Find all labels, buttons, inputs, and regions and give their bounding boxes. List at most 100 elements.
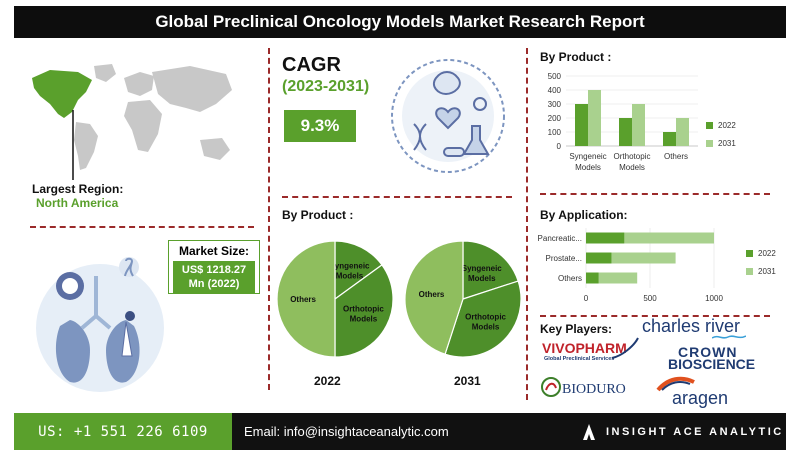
divider-right-horizontal-2 xyxy=(540,315,770,317)
divider-left-horizontal xyxy=(30,226,254,228)
pie-slice-3 xyxy=(404,240,464,355)
footer-brand: INSIGHT ACE ANALYTIC xyxy=(606,425,784,438)
pie-label: Orthotopic xyxy=(343,304,384,313)
cagr-period: (2023-2031) xyxy=(282,78,370,95)
map-australia xyxy=(200,138,230,160)
bar-2022-3 xyxy=(586,272,599,284)
report-title: Global Preclinical Oncology Models Marke… xyxy=(14,6,786,38)
legend-swatch-2031 xyxy=(706,140,713,147)
y-tick-label: Prostate... xyxy=(546,254,582,263)
divider-right xyxy=(526,48,528,400)
bar-2031-1 xyxy=(588,90,601,146)
divider-left xyxy=(268,48,270,390)
footer-brand-block: INSIGHT ACE ANALYTIC xyxy=(556,413,786,450)
footer-phone: US: +1 551 226 6109 xyxy=(14,413,232,450)
legend-swatch-2022 xyxy=(746,250,753,257)
by-product-pie-title: By Product : xyxy=(282,208,354,222)
bar-2031-2 xyxy=(611,252,676,264)
y-tick-label: 400 xyxy=(548,86,562,95)
logo-aragen: aragen xyxy=(672,388,729,408)
y-tick-label: 0 xyxy=(557,142,562,151)
legend-swatch-2031 xyxy=(746,268,753,275)
x-tick-label: Others xyxy=(664,152,688,161)
largest-region-label: Largest Region: xyxy=(32,182,124,196)
pie-label: Models xyxy=(472,323,500,332)
lungs-illustration xyxy=(36,264,164,392)
bar-2031-3 xyxy=(598,272,638,284)
pie-slice-2 xyxy=(444,280,522,358)
pie-slice-3 xyxy=(276,240,336,358)
footer-email: Email: info@insightaceanalytic.com xyxy=(232,413,556,450)
x-tick-label: 0 xyxy=(584,294,589,303)
cagr-value: 9.3% xyxy=(284,110,356,142)
pie-year-2022: 2022 xyxy=(314,374,341,388)
x-tick-label: Syngeneic xyxy=(569,152,606,161)
bioduro-emblem-icon xyxy=(541,377,561,397)
aragen-swoosh-icon xyxy=(656,376,695,392)
pie-label: Models xyxy=(468,274,496,283)
market-size-value: US$ 1218.27 Mn (2022) xyxy=(173,261,255,293)
market-size-label: Market Size: xyxy=(178,244,250,258)
map-south-america xyxy=(74,122,98,170)
divider-right-horizontal-1 xyxy=(540,193,770,195)
logo-vivopharm: VIVOPHARM xyxy=(542,340,627,356)
product-bar-chart: 0 100 200 300 400 500 Syngeneic Models Orthotopi… xyxy=(548,72,737,172)
pie-slice-2 xyxy=(334,264,394,358)
research-illustration xyxy=(391,59,505,173)
x-tick-label: Orthotopic xyxy=(614,152,651,161)
y-tick-label: Others xyxy=(558,274,582,283)
bar-2022-3 xyxy=(663,132,676,146)
logo-vivopharm-sub: Global Preclinical Services xyxy=(544,356,615,362)
bar-2022-1 xyxy=(575,104,588,146)
map-north-america xyxy=(32,70,92,118)
divider-mid-horizontal xyxy=(282,196,512,198)
logo-crown-sub: BIOSCIENCE xyxy=(668,356,756,372)
legend-label-2031: 2031 xyxy=(758,267,776,276)
pie-year-2031: 2031 xyxy=(454,374,481,388)
logo-bioduro: BIODURO xyxy=(562,382,626,397)
ribbon-icon xyxy=(119,257,139,277)
x-tick-label: Models xyxy=(619,163,645,172)
by-application-title: By Application: xyxy=(540,208,628,222)
bar-2022-2 xyxy=(619,118,632,146)
pie-label: Syngeneic xyxy=(329,262,370,271)
vivopharm-swoosh-icon xyxy=(611,337,639,359)
pie-label: Syngeneic xyxy=(462,264,503,273)
y-tick-label: 200 xyxy=(548,114,562,123)
bar-2031-2 xyxy=(632,104,645,146)
bar-2022-1 xyxy=(586,232,625,244)
key-players-title: Key Players: xyxy=(540,322,613,336)
map-africa xyxy=(124,100,162,152)
pie-slice-1 xyxy=(334,240,383,301)
logo-charles-river: charles river xyxy=(642,316,741,336)
pie-label: Models xyxy=(350,314,378,323)
bar-2031-3 xyxy=(676,118,689,146)
market-size-value-line2: Mn (2022) xyxy=(188,278,240,290)
legend-swatch-2022 xyxy=(706,122,713,129)
market-size-value-line1: US$ 1218.27 xyxy=(181,264,247,276)
map-asia xyxy=(152,66,232,112)
logo-crown: CROWN xyxy=(678,344,738,360)
map-greenland xyxy=(94,64,116,82)
market-size-box: Market Size: US$ 1218.27 Mn (2022) xyxy=(168,240,260,294)
x-tick-label: Models xyxy=(575,163,601,172)
by-product-bar-title: By Product : xyxy=(540,50,612,64)
y-tick-label: 500 xyxy=(548,72,562,81)
legend-label-2022: 2022 xyxy=(758,249,776,258)
brand-logo-icon xyxy=(583,423,595,440)
map-europe xyxy=(124,72,154,96)
bar-2031-1 xyxy=(624,232,714,244)
y-tick-label: 100 xyxy=(548,128,562,137)
y-tick-label: Pancreatic... xyxy=(538,234,582,243)
cagr-label: CAGR xyxy=(282,54,341,76)
x-tick-label: 500 xyxy=(643,294,657,303)
legend-label-2022: 2022 xyxy=(718,121,736,130)
pie-slice-1 xyxy=(462,240,519,300)
y-tick-label: 300 xyxy=(548,100,562,109)
legend-label-2031: 2031 xyxy=(718,139,736,148)
world-map xyxy=(32,64,232,180)
pie-label: Models xyxy=(336,272,364,281)
